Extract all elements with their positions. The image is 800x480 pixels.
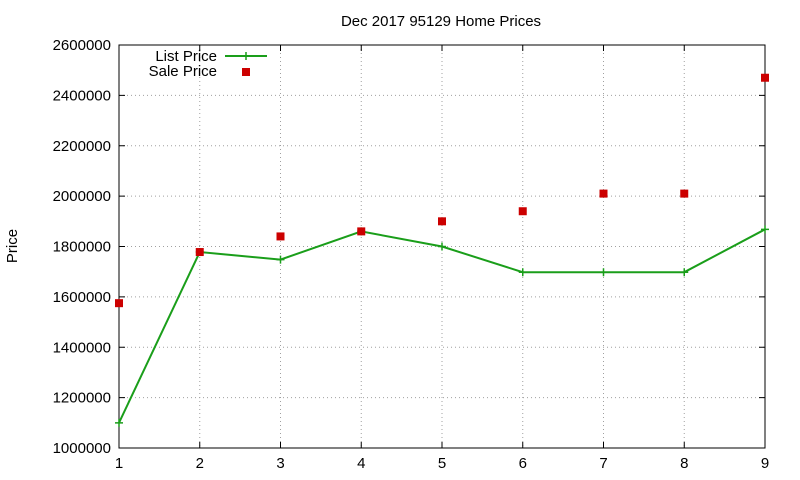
sale-price-point [518,207,527,216]
sale-price-point [357,227,366,236]
y-tick-label: 1800000 [53,239,111,256]
x-tick-label: 8 [680,455,688,472]
sale-price-point [438,217,446,226]
y-tick-label: 1000000 [53,440,111,457]
sale-price-point [276,232,285,241]
list-price-point [761,225,769,234]
x-tick-label: 2 [196,455,204,472]
legend: List Price Sale Price [149,48,267,80]
y-axis-ticks: 1000000 1200000 1400000 1600000 1800000 20000… [53,37,765,457]
x-tick-label: 1 [115,455,123,472]
legend-label-list-price: List Price [155,48,217,65]
y-axis-label: Price [4,229,21,263]
y-tick-label: 2600000 [53,37,111,54]
sale-price-point [761,73,769,82]
x-tick-label: 6 [519,455,527,472]
y-tick-label: 2200000 [53,138,111,155]
list-price-point [518,268,527,277]
y-tick-label: 1400000 [53,339,111,356]
y-tick-label: 1200000 [53,390,111,407]
list-price-series [115,225,769,427]
sale-price-point [680,189,689,198]
sale-price-point [115,299,123,308]
sale-price-series [115,73,769,308]
x-tick-label: 7 [599,455,607,472]
y-tick-label: 2000000 [53,188,111,205]
x-axis-ticks: 1 2 3 4 5 6 7 8 9 [115,45,769,472]
legend-plus-marker [242,52,250,60]
list-price-point [438,242,446,251]
list-price-point [599,268,608,277]
list-price-point [680,268,689,277]
y-tick-label: 2400000 [53,87,111,104]
x-tick-label: 9 [761,455,769,472]
x-tick-label: 3 [276,455,284,472]
x-tick-label: 4 [357,455,365,472]
sale-price-point [195,248,204,257]
y-tick-label: 1600000 [53,289,111,306]
list-price-point [115,418,123,427]
sale-price-point [599,189,608,198]
list-price-point [276,255,285,264]
legend-label-sale-price: Sale Price [149,63,217,80]
chart-title: Dec 2017 95129 Home Prices [341,13,541,30]
x-tick-label: 5 [438,455,446,472]
legend-square-marker [242,68,250,76]
